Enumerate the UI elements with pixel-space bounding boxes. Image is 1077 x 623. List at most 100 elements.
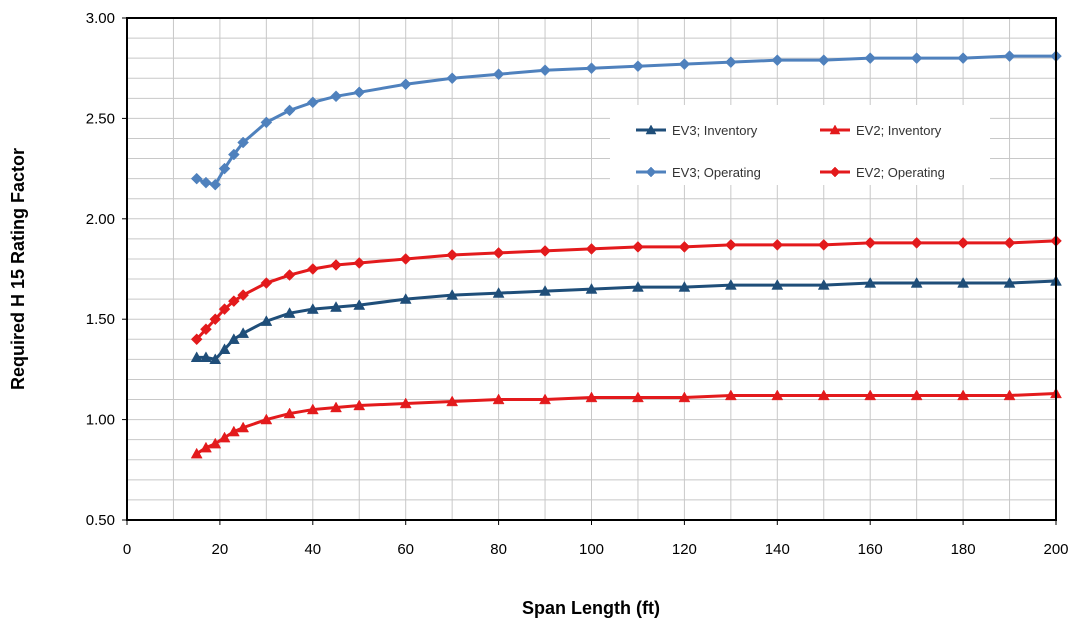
legend: EV3; Inventory EV2; Inventory EV3; Operati…	[610, 105, 990, 185]
data-point-ev2-inventory	[306, 403, 319, 415]
data-point-ev3-operating	[678, 58, 691, 71]
data-point-ev2-operating	[190, 333, 203, 346]
data-point-ev2-inventory	[957, 389, 970, 401]
legend-item-ev3-operating: EV3; Operating	[636, 165, 761, 180]
legend-item-ev2-inventory: EV2; Inventory	[820, 123, 942, 138]
series-ev2-inventory	[190, 387, 1062, 459]
data-point-ev2-operating	[585, 243, 598, 255]
data-point-ev3-inventory	[864, 277, 877, 288]
data-point-ev2-inventory	[678, 391, 691, 403]
legend-item-ev3-inventory: EV3; Inventory	[636, 123, 758, 138]
data-point-ev2-operating	[209, 313, 222, 326]
x-tick-label: 140	[765, 541, 790, 558]
data-point-ev2-inventory	[771, 389, 784, 401]
data-point-ev3-operating	[190, 172, 203, 185]
data-point-ev2-inventory	[1003, 389, 1016, 401]
data-point-ev2-operating	[910, 237, 923, 249]
legend-label: EV3; Inventory	[672, 123, 758, 138]
data-point-ev2-inventory	[724, 389, 737, 401]
y-tick-label: 2.50	[86, 110, 115, 127]
legend-swatch-marker	[645, 124, 657, 135]
data-point-ev3-inventory	[910, 277, 923, 288]
data-point-ev2-inventory	[446, 395, 459, 407]
data-point-ev2-inventory	[237, 421, 250, 433]
data-point-ev2-inventory	[817, 389, 830, 401]
data-point-ev2-operating	[227, 295, 240, 307]
data-point-ev3-operating	[724, 56, 737, 69]
y-tick-label: 2.00	[86, 211, 115, 228]
data-point-ev2-operating	[330, 259, 342, 271]
data-point-ev2-operating	[678, 241, 691, 253]
data-point-ev3-inventory	[330, 301, 342, 312]
data-point-ev3-inventory	[771, 279, 784, 290]
data-point-ev2-inventory	[910, 389, 923, 401]
data-point-ev3-inventory	[190, 351, 203, 363]
y-tick-label: 1.00	[86, 412, 115, 429]
data-point-ev3-inventory	[446, 289, 459, 300]
data-point-ev3-operating	[209, 178, 222, 191]
data-point-ev2-operating	[492, 247, 505, 259]
axes: 0 20 40 60 80 100 120 140 160 180 200 0.50 1.00 1.50 2…	[86, 10, 1069, 558]
y-axis-title: Required H 15 Rating Factor	[8, 148, 28, 390]
x-tick-label: 60	[397, 541, 414, 558]
data-point-ev2-operating	[306, 263, 319, 275]
series-line-ev2-inventory	[195, 391, 1057, 455]
data-point-ev2-operating	[539, 245, 551, 257]
data-point-ev3-inventory	[306, 303, 319, 314]
x-tick-label: 100	[579, 541, 604, 558]
series-ev3-operating	[190, 50, 1062, 191]
data-point-ev3-inventory	[724, 279, 737, 290]
x-tick-label: 20	[212, 541, 229, 558]
data-point-ev2-inventory	[190, 447, 203, 459]
data-point-ev2-inventory	[864, 389, 877, 401]
data-point-ev2-operating	[260, 277, 273, 289]
legend-label: EV2; Operating	[856, 165, 945, 180]
x-axis-title: Span Length (ft)	[522, 598, 660, 618]
data-point-ev2-inventory	[218, 431, 231, 443]
series-line-ev3-inventory	[196, 279, 1057, 362]
grid	[127, 18, 1056, 520]
data-point-ev3-operating	[446, 72, 459, 85]
data-point-ev3-operating	[492, 68, 505, 81]
data-point-ev2-inventory	[209, 437, 222, 449]
legend-swatch-marker	[829, 166, 841, 178]
y-tick-label: 1.50	[86, 311, 115, 328]
legend-swatch-marker	[645, 166, 657, 178]
series-ev3-inventory	[190, 275, 1062, 365]
data-point-ev2-inventory	[399, 397, 412, 409]
data-point-ev2-inventory	[353, 399, 366, 411]
legend-swatch-marker	[829, 124, 841, 135]
data-point-ev3-operating	[330, 90, 342, 103]
data-point-ev2-operating	[446, 249, 459, 261]
data-point-ev2-operating	[237, 289, 249, 301]
data-point-ev3-inventory	[260, 315, 273, 326]
data-point-ev3-inventory	[585, 283, 598, 294]
x-tick-label: 200	[1043, 541, 1068, 558]
data-point-ev2-operating	[632, 241, 644, 253]
data-point-ev3-inventory	[492, 287, 505, 298]
x-tick-label: 180	[951, 541, 976, 558]
data-point-ev3-operating	[1003, 50, 1016, 63]
x-tick-label: 0	[123, 541, 131, 558]
data-point-ev3-inventory	[209, 353, 222, 365]
data-point-ev2-operating	[817, 239, 830, 251]
data-point-ev3-operating	[539, 64, 551, 77]
data-point-ev2-operating	[864, 237, 877, 249]
data-point-ev3-operating	[260, 116, 273, 129]
legend-label: EV3; Operating	[672, 165, 761, 180]
data-point-ev3-inventory	[817, 279, 830, 290]
data-point-ev3-operating	[585, 62, 598, 75]
series-ev2-operating	[190, 235, 1062, 346]
legend-box	[610, 105, 990, 185]
data-point-ev2-inventory	[200, 441, 212, 453]
data-point-ev2-operating	[724, 239, 737, 251]
data-point-ev2-operating	[353, 257, 366, 269]
data-point-ev3-inventory	[353, 299, 366, 310]
data-point-ev3-operating	[864, 52, 877, 65]
data-point-ev3-inventory	[957, 277, 970, 288]
data-point-ev3-inventory	[227, 333, 240, 344]
data-point-ev3-inventory	[539, 285, 551, 296]
data-point-ev2-inventory	[330, 401, 342, 413]
